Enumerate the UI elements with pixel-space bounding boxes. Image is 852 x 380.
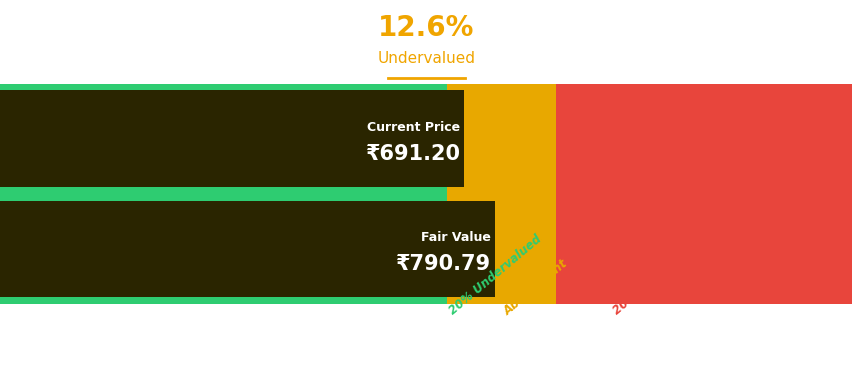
Text: ₹790.79: ₹790.79 xyxy=(395,254,491,274)
Bar xyxy=(446,84,556,304)
Bar xyxy=(0,201,494,297)
Text: Undervalued: Undervalued xyxy=(377,51,475,66)
Bar xyxy=(556,84,852,304)
Text: 20% Undervalued: 20% Undervalued xyxy=(446,233,544,318)
Text: About Right: About Right xyxy=(501,257,570,318)
Text: 20% Overvalued: 20% Overvalued xyxy=(610,239,701,318)
Text: ₹691.20: ₹691.20 xyxy=(366,144,460,164)
Text: Fair Value: Fair Value xyxy=(421,231,491,244)
Text: Current Price: Current Price xyxy=(367,121,460,134)
Bar xyxy=(0,84,446,304)
Text: 12.6%: 12.6% xyxy=(378,14,474,43)
Bar xyxy=(0,90,463,187)
